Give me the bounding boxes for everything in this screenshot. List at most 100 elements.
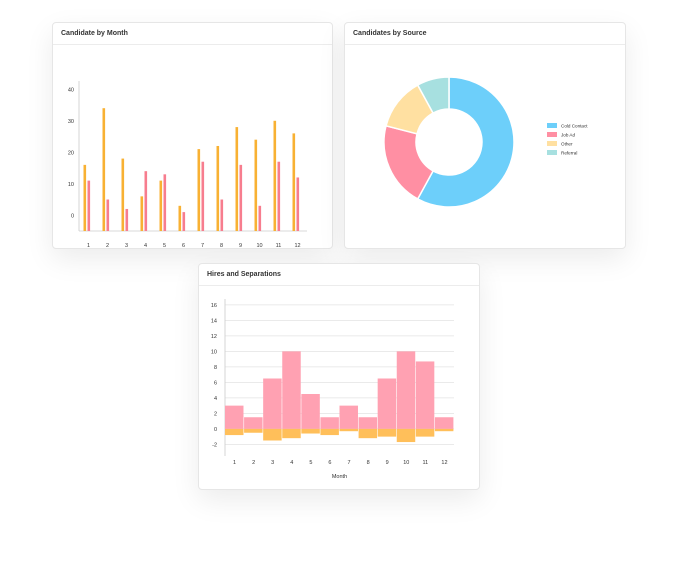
legend-label: Referral xyxy=(561,151,577,156)
x-tick-label: 6 xyxy=(328,460,331,466)
bar-hires xyxy=(301,394,320,429)
bar-series-2 xyxy=(258,205,262,231)
x-tick-label: 3 xyxy=(271,460,274,466)
bar-series-2 xyxy=(239,164,243,231)
bar-series-1 xyxy=(178,205,182,231)
bar-hires xyxy=(415,361,435,429)
x-tick-label: 11 xyxy=(276,243,282,248)
bar-series-2 xyxy=(87,180,91,231)
bar-hires xyxy=(320,417,339,429)
bar-series-2 xyxy=(182,212,186,231)
bar-series-1 xyxy=(102,108,106,231)
candidate-by-month-chart: 010203040123456789101112Month xyxy=(68,81,307,248)
x-tick-label: 12 xyxy=(294,243,300,248)
y-tick-label: 2 xyxy=(214,411,217,417)
x-tick-label: 1 xyxy=(233,460,236,466)
x-tick-label: 4 xyxy=(144,243,147,248)
y-tick-label: 16 xyxy=(211,303,217,309)
bar-hires xyxy=(282,351,301,429)
bar-hires xyxy=(339,405,358,429)
legend-swatch xyxy=(547,123,557,128)
bar-series-1 xyxy=(292,133,296,231)
x-tick-label: 10 xyxy=(403,460,409,466)
bar-separations xyxy=(301,428,320,434)
y-tick-label: 40 xyxy=(68,87,74,93)
bar-series-2 xyxy=(125,208,129,231)
bar-hires xyxy=(434,417,454,429)
legend-label: Other xyxy=(561,142,573,147)
x-tick-label: 9 xyxy=(239,243,242,248)
x-tick-label: 5 xyxy=(163,243,166,248)
candidates-by-source-title: Candidates by Source xyxy=(345,23,625,45)
pie-slice-1 xyxy=(416,76,515,208)
bar-separations xyxy=(263,428,282,441)
bar-hires xyxy=(377,378,397,429)
y-tick-label: 4 xyxy=(214,396,217,402)
x-tick-label: 5 xyxy=(309,460,312,466)
bar-separations xyxy=(434,428,454,432)
bar-separations xyxy=(358,428,378,439)
bar-series-2 xyxy=(144,171,148,231)
x-tick-label: 12 xyxy=(441,460,447,466)
y-tick-label: 10 xyxy=(211,349,217,355)
bar-series-1 xyxy=(121,158,125,231)
x-tick-label: 7 xyxy=(201,243,204,248)
hires-separations-title: Hires and Separations xyxy=(199,264,479,286)
y-tick-label: 0 xyxy=(214,427,217,433)
bar-separations xyxy=(225,428,244,436)
candidate-by-month-title: Candidate by Month xyxy=(53,23,332,45)
bar-hires xyxy=(358,417,378,429)
y-tick-label: 8 xyxy=(214,365,217,371)
legend-label: Cold Contact xyxy=(561,124,588,129)
bar-series-2 xyxy=(277,161,281,231)
bar-series-2 xyxy=(220,199,224,231)
bar-separations xyxy=(339,428,358,432)
bar-series-1 xyxy=(273,120,277,231)
bar-series-1 xyxy=(197,149,201,231)
y-tick-label: 12 xyxy=(211,334,217,340)
bar-separations xyxy=(282,428,301,439)
bar-hires xyxy=(396,351,416,429)
bar-series-2 xyxy=(106,199,110,231)
bar-series-2 xyxy=(296,177,300,231)
bar-separations xyxy=(377,428,397,437)
x-tick-label: 9 xyxy=(386,460,389,466)
legend-swatch xyxy=(547,141,557,146)
bar-series-1 xyxy=(159,180,163,231)
x-axis-label: Month xyxy=(332,474,347,480)
pie-slice-4 xyxy=(416,76,450,115)
x-tick-label: 3 xyxy=(125,243,128,248)
x-tick-label: 11 xyxy=(423,460,429,466)
bar-series-2 xyxy=(201,161,205,231)
hires-separations-card: Hires and Separations -2 0 2 4 6 8 10 12 14 16 1 2 3… xyxy=(198,263,480,490)
candidates-by-source-chart: Cold Contact Job Ad Other Referral xyxy=(383,76,588,208)
bar-series-1 xyxy=(254,139,258,231)
bar-hires xyxy=(225,405,244,429)
x-tick-label: 10 xyxy=(256,243,262,248)
bar-series-1 xyxy=(83,164,87,231)
candidates-by-source-card: Candidates by Source Cold Contact Job Ad O… xyxy=(344,22,626,249)
y-tick-label: 14 xyxy=(211,318,217,324)
x-tick-label: 8 xyxy=(220,243,223,248)
bar-series-1 xyxy=(235,127,239,231)
bar-separations xyxy=(320,428,339,436)
candidate-by-month-card: Candidate by Month 0 10 20 30 40 1 2 3 4 5 6 7 8 9 10 1… xyxy=(52,22,333,249)
bar-series-1 xyxy=(140,196,144,231)
y-tick-label: 20 xyxy=(68,150,74,156)
y-tick-label: -2 xyxy=(212,442,217,448)
x-tick-label: 2 xyxy=(106,243,109,248)
bar-hires xyxy=(244,417,263,429)
bar-series-2 xyxy=(163,174,167,231)
bar-separations xyxy=(244,428,263,433)
legend-swatch xyxy=(547,132,557,137)
bar-series-1 xyxy=(216,145,220,231)
x-tick-label: 8 xyxy=(367,460,370,466)
x-tick-label: 7 xyxy=(348,460,351,466)
bar-separations xyxy=(415,428,435,437)
y-tick-label: 30 xyxy=(68,119,74,125)
x-tick-label: 6 xyxy=(182,243,185,248)
y-tick-label: 6 xyxy=(214,380,217,386)
x-tick-label: 4 xyxy=(290,460,293,466)
x-tick-label: 1 xyxy=(87,243,90,248)
